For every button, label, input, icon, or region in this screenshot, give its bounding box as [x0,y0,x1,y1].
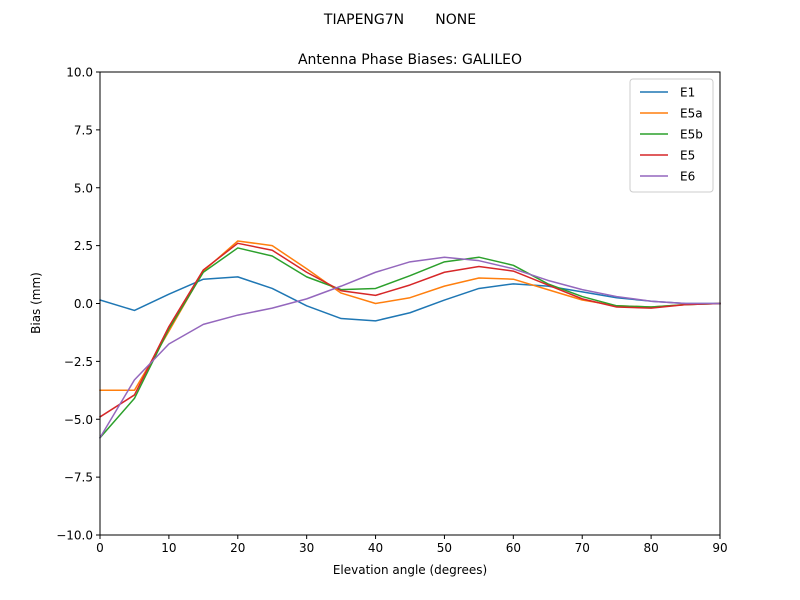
x-tick-label: 70 [575,541,590,555]
y-tick-label: 10.0 [66,66,93,80]
chart-title: Antenna Phase Biases: GALILEO [298,52,522,68]
x-axis-label: Elevation angle (degrees) [333,563,487,577]
x-tick-label: 10 [161,541,176,555]
y-axis-label: Bias (mm) [29,272,43,334]
y-tick-label: 5.0 [74,181,93,195]
series-line-e1 [99,276,721,322]
x-tick-label: 0 [96,541,104,555]
plot-area [98,240,721,439]
y-tick-label: 0.0 [74,297,93,311]
legend-label-e5: E5 [680,149,695,163]
legend-label-e1: E1 [680,86,695,100]
x-tick-label: 30 [299,541,314,555]
x-tick-label: 20 [230,541,245,555]
legend: E1 E5a E5b E5 E6 [629,78,714,193]
x-tick-label: 50 [437,541,452,555]
legend-label-e6: E6 [680,170,695,184]
series-line-e6 [98,256,721,439]
x-tick-label: 40 [368,541,383,555]
y-tick-label: −10.0 [56,529,93,543]
series-line-e5 [98,242,721,418]
y-tick-label: −7.5 [64,471,93,485]
series-line-e5b [98,247,721,439]
chart-suptitle: TIAPENG7N NONE [323,12,476,28]
legend-label-e5b: E5b [680,128,703,142]
legend-box [629,78,714,193]
axes: 0 10 20 30 40 50 60 70 80 90 −10.0 −7.5 −5.0 −2.5 0.0 2… [56,66,727,556]
y-tick-label: 2.5 [74,239,93,253]
x-tick-label: 90 [712,541,727,555]
legend-label-e5a: E5a [680,107,703,121]
y-tick-label: −5.0 [64,413,93,427]
y-tick-label: −2.5 [64,355,93,369]
x-tick-label: 60 [506,541,521,555]
x-tick-label: 80 [643,541,658,555]
y-tick-label: 7.5 [74,123,93,137]
